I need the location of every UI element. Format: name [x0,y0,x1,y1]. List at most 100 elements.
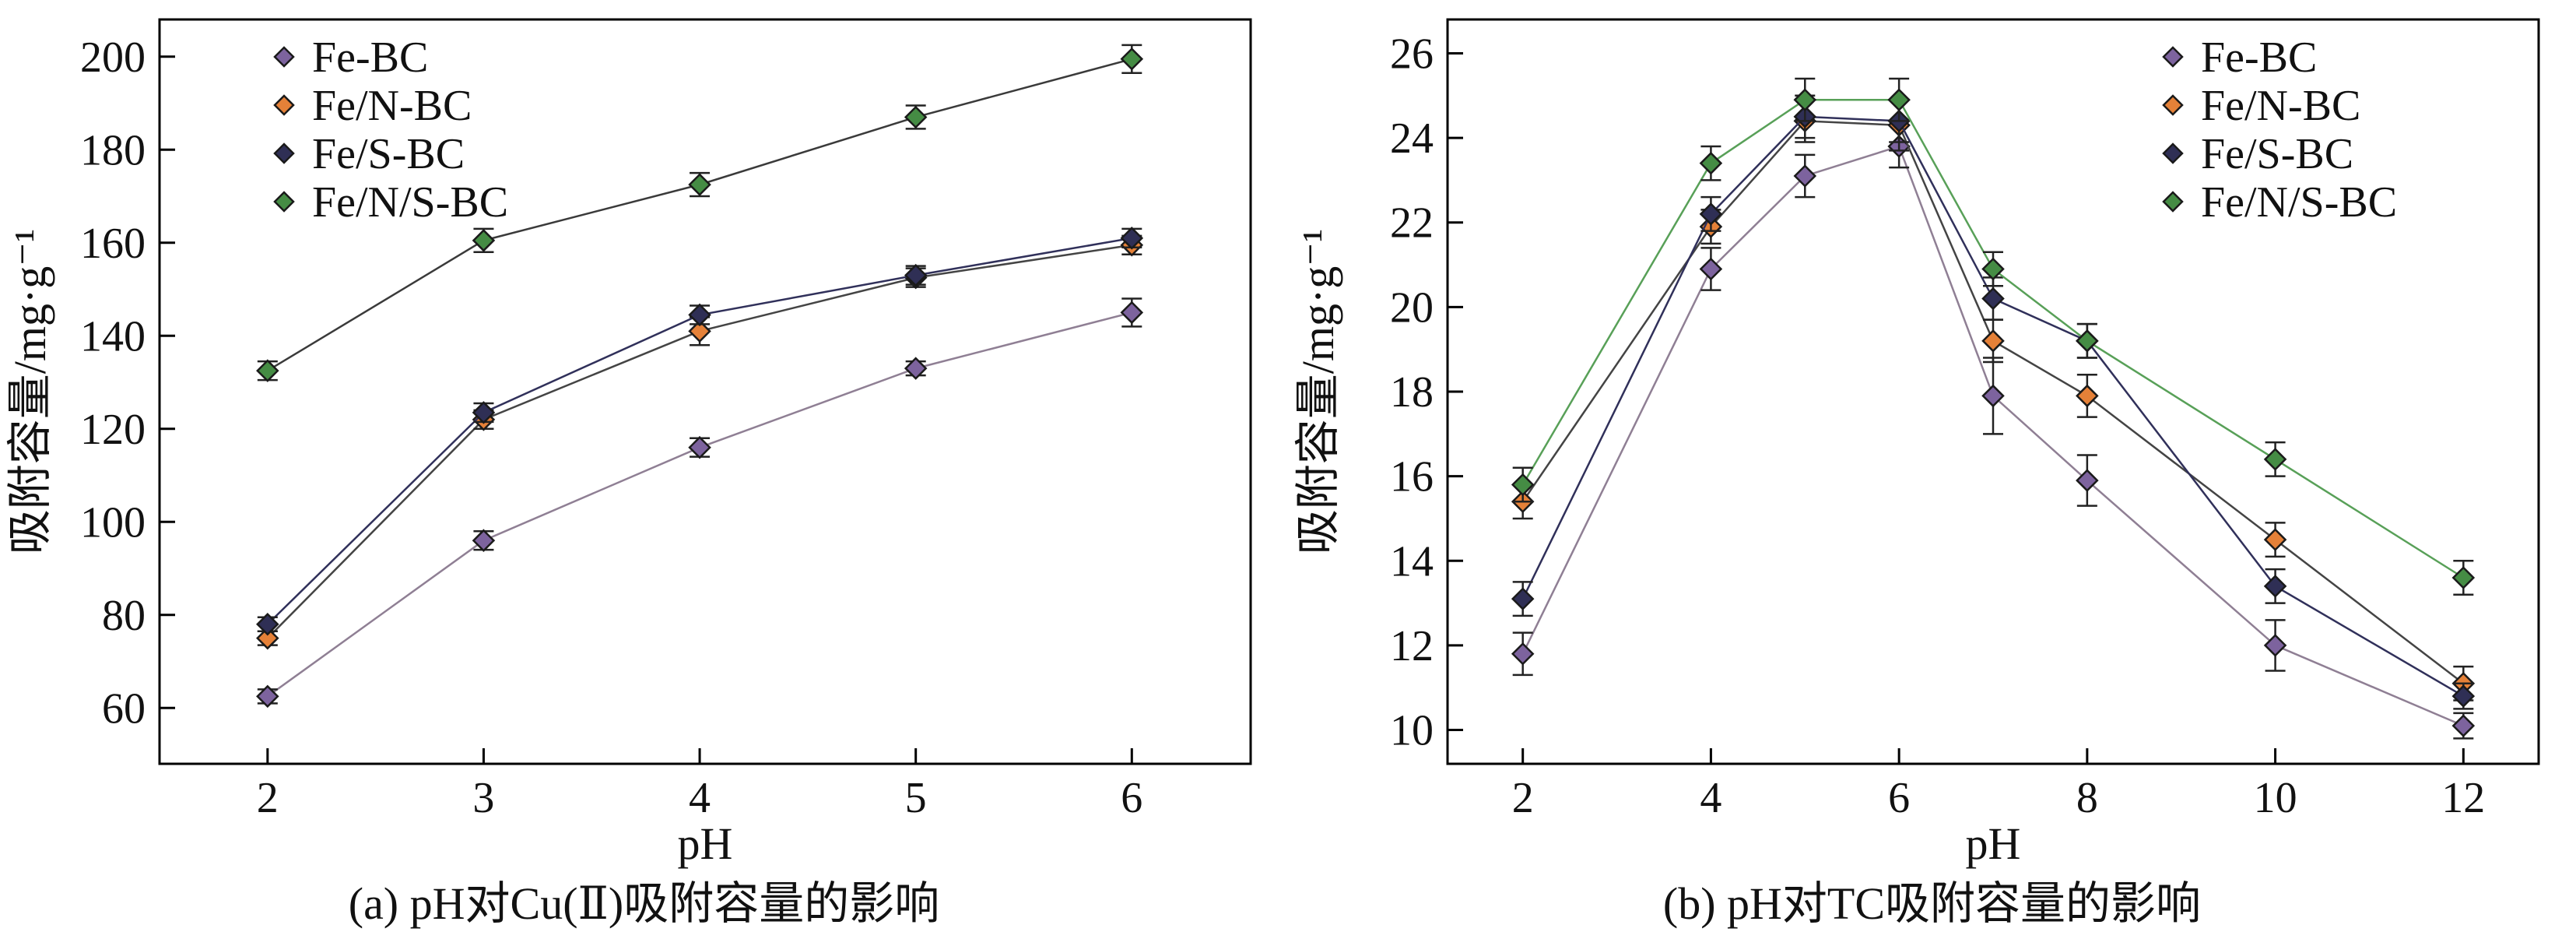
legend-marker [273,191,295,213]
data-point-marker [2263,528,2287,551]
y-tick-label: 80 [102,592,146,640]
plot-area: 2 3 4 5 6 60 80 100 120 140 160 180 200 pH 吸附容量/mg·g⁻¹… [5,18,1252,869]
data-point-marker [1120,227,1144,250]
data-point-marker [256,626,279,650]
data-point-marker [688,435,711,459]
data-point-marker [256,359,279,382]
legend-label: Fe-BC [312,33,428,82]
data-point-marker [1981,257,2005,281]
y-tick-label: 18 [1390,368,1434,417]
data-point-marker [2263,634,2287,657]
data-point-marker [472,529,496,552]
data-point-marker [1981,384,2005,408]
data-point-marker [1981,329,2005,353]
x-tick-label: 4 [689,774,711,822]
y-tick-label: 200 [80,33,146,82]
y-axis-label: 吸附容量/mg·g⁻¹ [5,229,55,555]
panel-b: 2 4 6 8 10 12 10 12 14 16 18 20 22 24 26 pH 吸附容量/mg·g⁻¹ F… [1288,0,2576,939]
data-point-marker [2076,384,2099,408]
y-tick-label: 180 [80,126,146,174]
data-point-marker [1120,47,1144,71]
y-tick-label: 20 [1390,283,1434,332]
y-tick-label: 14 [1390,537,1434,586]
legend-label: Fe/N/S-BC [312,178,508,227]
x-tick-label: 3 [472,774,494,822]
x-tick-label: 12 [2441,774,2485,822]
x-tick-label: 2 [1512,774,1534,822]
y-tick-label: 26 [1390,30,1434,78]
data-point-marker [2263,448,2287,471]
caption-a: (a) pH对Cu(Ⅱ)吸附容量的影响 [348,878,940,929]
legend-marker [273,142,295,164]
series-line [1521,120,2465,684]
data-point-marker [256,612,279,636]
data-point-marker [1699,257,1723,281]
data-point-marker [1699,202,1723,226]
data-point-marker [1793,88,1817,111]
legend-label: Fe/S-BC [312,130,465,178]
data-point-marker [1793,164,1817,188]
y-tick-label: 100 [80,498,146,547]
legend-label: Fe/N-BC [2201,82,2360,130]
chart-b-canvas: 2 4 6 8 10 12101214161820222426pH吸附容量/mg·g⁻¹F… [1293,18,2540,869]
data-point-marker [904,105,928,129]
y-axis-label: 吸附容量/mg·g⁻¹ [1293,229,1343,555]
data-point-marker [1887,88,1911,111]
legend-marker [2162,94,2184,116]
x-tick-label: 6 [1888,774,1910,822]
legend-label: Fe/S-BC [2201,130,2353,178]
y-tick-label: 160 [80,220,146,268]
data-point-marker [688,303,711,327]
y-tick-label: 16 [1390,453,1434,501]
x-tick-label: 6 [1121,774,1142,822]
x-axis-label: pH [678,818,733,869]
data-point-marker [1120,301,1144,325]
data-point-marker [1699,151,1723,175]
data-point-marker [2451,684,2476,708]
data-point-marker [2263,575,2287,598]
legend-marker [2162,46,2184,68]
data-point-marker [472,401,496,424]
y-tick-label: 60 [102,684,146,733]
x-tick-label: 10 [2254,774,2297,822]
series-Fe/S-BC [256,227,1144,636]
data-point-marker [1511,473,1535,497]
legend-label: Fe-BC [2201,33,2317,82]
legend-marker [2162,142,2184,164]
data-point-marker [256,684,279,709]
data-point-marker [688,173,711,196]
chart-a-canvas: 2 3 4 5 6 60 80 100 120 140 160 180 200 pH 吸附容量/mg·g⁻¹… [5,18,1252,869]
legend-marker [2162,191,2184,213]
legend-marker [273,46,295,68]
legend-marker [273,94,295,116]
series-Fe-BC [1511,124,2476,740]
y-tick-label: 22 [1390,199,1434,248]
series-line [1521,145,2464,727]
series-line [266,237,1132,625]
data-point-marker [904,263,928,287]
legend-label: Fe/N/S-BC [2201,178,2397,227]
data-point-marker [1511,587,1535,610]
data-point-marker [2076,469,2099,492]
caption-b: (b) pH对TC吸附容量的影响 [1662,878,2202,929]
y-tick-label: 24 [1390,114,1434,163]
x-tick-label: 4 [1700,774,1721,822]
series-line [1521,115,2464,698]
series-line [1521,98,2464,579]
data-point-marker [1981,287,2005,311]
data-point-marker [1511,642,1535,666]
data-point-marker [904,357,928,380]
series-Fe/N/S-BC [1511,77,2476,596]
x-tick-label: 8 [2076,774,2098,822]
data-point-marker [2451,566,2476,589]
y-tick-label: 140 [80,312,146,360]
y-tick-label: 10 [1390,707,1434,755]
panel-a: 2 3 4 5 6 60 80 100 120 140 160 180 200 pH 吸附容量/mg·g⁻¹… [5,18,1252,929]
data-point-marker [2076,329,2099,353]
data-point-marker [688,319,711,343]
y-tick-label: 120 [80,406,146,454]
series-Fe/N/S-BC [256,44,1144,382]
